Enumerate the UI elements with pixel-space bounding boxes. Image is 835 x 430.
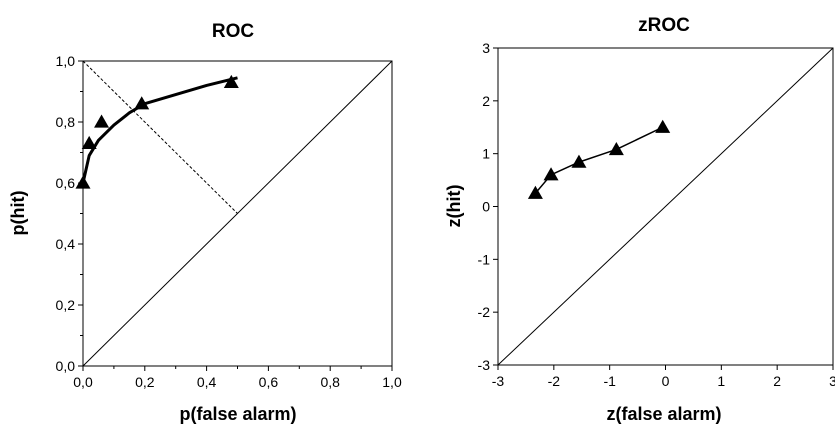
zroc-y-tick-label: 2 [482,93,490,109]
roc-x-axis-label: p(false alarm) [179,404,296,424]
zroc-y-tick-label: -2 [478,304,491,320]
roc-point-1 [75,175,91,189]
zroc-x-tick-label: 2 [773,373,781,389]
zroc-y-tick-label: 3 [482,40,490,56]
roc-x-tick-label: 1,0 [382,374,402,390]
zroc-point-4 [608,141,624,156]
zroc-reference-line-diagonal [497,47,834,366]
roc-reference-lines [82,60,393,367]
roc-title: ROC [212,21,255,42]
roc-point-2 [81,135,97,149]
zroc-x-ticks: -3 -2 -1 0 1 2 3 [492,365,835,389]
zroc-x-tick-label: -3 [492,373,505,389]
zroc-y-axis-label: z(hit) [444,185,464,228]
zroc-y-tick-label: 0 [482,199,490,215]
zroc-data-points [527,119,671,199]
zroc-x-tick-label: 1 [717,373,725,389]
zroc-x-tick-label: 0 [662,373,670,389]
zroc-x-tick-label: -1 [603,373,616,389]
zroc-reference-lines [497,47,834,366]
roc-y-tick-label: 0,0 [56,358,76,374]
roc-y-tick-label: 0,4 [56,236,76,252]
zroc-connecting-line [534,126,664,194]
zroc-y-ticks: -3 -2 -1 0 1 2 3 [478,40,498,373]
zroc-connecting-line-group [534,126,664,194]
roc-data-points [75,74,239,189]
roc-point-3 [94,114,110,128]
roc-fitted-curve [81,76,238,184]
zroc-y-tick-label: -3 [478,357,491,373]
zroc-x-tick-label: -2 [548,373,561,389]
zroc-point-1 [527,185,543,199]
roc-point-5 [223,74,239,88]
zroc-y-tick-label: -1 [478,251,491,267]
roc-panel: ROC 0,0 0,2 0,4 0,6 0,8 1,0 0,0 0,2 0,4 0,6 0,8 1,… [8,21,402,424]
roc-y-axis-label: p(hit) [8,191,28,236]
roc-y-tick-label: 0,2 [56,297,76,313]
zroc-title: zROC [638,15,690,36]
roc-x-tick-label: 0,8 [320,374,340,390]
roc-x-tick-label: 0,0 [73,374,93,390]
roc-x-tick-label: 0,6 [259,374,279,390]
roc-fitted-curve-group [81,76,238,184]
roc-reference-line-dashed [82,60,238,214]
zroc-x-axis-label: z(false alarm) [606,404,721,424]
zroc-panel: zROC -3 -2 -1 0 1 2 3 -3 -2 -1 0 1 2 3 z(false alarm… [444,15,835,424]
roc-x-tick-label: 0,2 [135,374,155,390]
roc-x-tick-label: 0,4 [197,374,217,390]
zroc-point-2 [543,167,559,181]
zroc-x-tick-label: 3 [829,373,835,389]
roc-y-ticks: 0,0 0,2 0,4 0,6 0,8 1,0 [56,53,83,374]
zroc-y-tick-label: 1 [482,146,490,162]
roc-x-ticks: 0,0 0,2 0,4 0,6 0,8 1,0 [73,366,402,390]
roc-y-tick-label: 0,6 [56,175,76,191]
zroc-point-5 [655,119,671,133]
roc-point-4 [134,96,150,110]
roc-y-tick-label: 1,0 [56,53,76,69]
roc-y-tick-label: 0,8 [56,114,76,130]
zroc-point-3 [571,154,587,168]
